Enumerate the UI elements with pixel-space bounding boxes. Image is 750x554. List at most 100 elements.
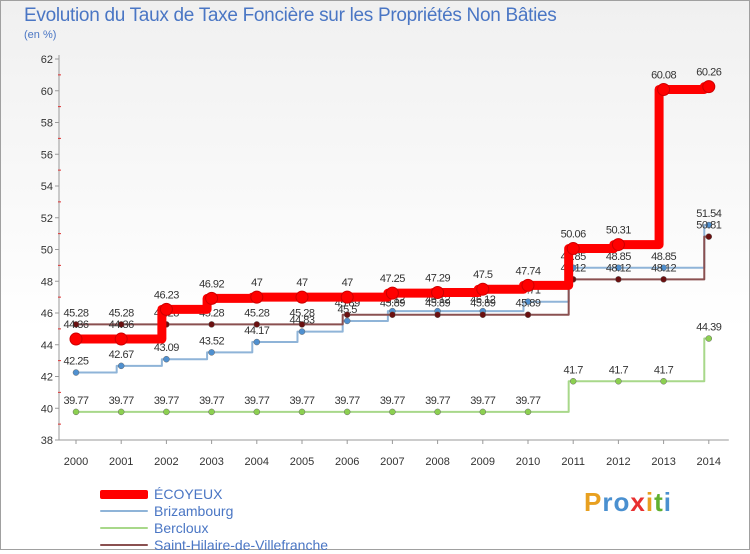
data-label-ecoyeux: 47 xyxy=(342,277,354,289)
data-point-brizambourg xyxy=(660,264,667,272)
data-label-saint-hilaire-de-villefranche: 45.89 xyxy=(470,298,495,310)
y-tick-label: 62 xyxy=(41,54,53,66)
x-tick-label: 2005 xyxy=(290,456,314,468)
data-point-ecoyeux xyxy=(521,278,535,292)
data-label-saint-hilaire-de-villefranche: 48.12 xyxy=(606,262,631,274)
x-tick-label: 2014 xyxy=(697,456,721,468)
legend-label-saint-hilaire: Saint-Hilaire-de-Villefranche xyxy=(154,537,329,553)
data-point-brizambourg xyxy=(705,221,713,229)
data-point-bercloux xyxy=(253,408,261,416)
data-label-bercloux: 39.77 xyxy=(515,395,540,407)
data-point-saint-hilaire-de-villefranche xyxy=(208,321,215,328)
data-point-brizambourg xyxy=(117,362,125,370)
logo-letter: r xyxy=(602,487,614,517)
y-tick-label: 44 xyxy=(41,340,53,352)
data-label-saint-hilaire-de-villefranche: 45.28 xyxy=(63,307,88,319)
legend-swatch-ecoyeux xyxy=(100,490,148,499)
data-label-bercloux: 39.77 xyxy=(425,395,450,407)
y-tick-label: 50 xyxy=(41,245,53,257)
data-point-ecoyeux xyxy=(611,238,625,252)
data-point-bercloux xyxy=(208,408,215,416)
y-tick-label: 42 xyxy=(41,372,53,384)
data-label-bercloux: 39.77 xyxy=(380,395,405,407)
data-label-brizambourg: 48.85 xyxy=(651,251,676,263)
data-point-saint-hilaire-de-villefranche xyxy=(389,311,396,318)
data-point-bercloux xyxy=(615,378,622,385)
data-point-brizambourg xyxy=(208,349,215,356)
data-label-bercloux: 39.77 xyxy=(63,395,88,407)
data-point-brizambourg xyxy=(524,298,532,305)
data-label-bercloux: 41.7 xyxy=(609,364,629,376)
y-tick-label: 58 xyxy=(41,118,53,130)
data-point-saint-hilaire-de-villefranche xyxy=(72,321,80,328)
x-tick-label: 2007 xyxy=(380,456,404,468)
legend-swatch-bercloux xyxy=(100,527,148,529)
data-label-ecoyeux: 47.5 xyxy=(473,269,493,281)
data-label-bercloux: 39.77 xyxy=(289,395,314,407)
data-label-bercloux: 39.77 xyxy=(470,395,495,407)
data-label-bercloux: 39.77 xyxy=(154,395,179,407)
data-point-bercloux xyxy=(569,378,577,385)
data-point-ecoyeux xyxy=(69,332,83,346)
y-tick-label: 54 xyxy=(41,181,53,193)
data-point-saint-hilaire-de-villefranche xyxy=(479,311,487,318)
data-label-ecoyeux: 47.29 xyxy=(425,273,450,285)
y-tick-label: 48 xyxy=(41,276,53,288)
x-tick-label: 2004 xyxy=(245,456,269,468)
x-tick-label: 2002 xyxy=(154,456,178,468)
data-label-ecoyeux: 44.36 xyxy=(63,319,88,331)
data-point-ecoyeux xyxy=(657,82,671,96)
data-point-bercloux xyxy=(705,335,713,342)
y-tick-label: 38 xyxy=(41,435,53,447)
data-label-bercloux: 41.7 xyxy=(654,364,674,376)
logo-letter: o xyxy=(613,487,631,517)
y-tick-label: 46 xyxy=(41,308,53,320)
data-label-brizambourg: 48.85 xyxy=(606,251,631,263)
data-label-brizambourg: 42.25 xyxy=(63,356,88,368)
x-tick-label: 2009 xyxy=(471,456,495,468)
data-point-ecoyeux xyxy=(476,282,490,296)
data-label-brizambourg: 43.52 xyxy=(199,335,224,347)
data-point-saint-hilaire-de-villefranche xyxy=(434,311,441,318)
data-label-bercloux: 39.77 xyxy=(109,395,134,407)
data-label-saint-hilaire-de-villefranche: 50.81 xyxy=(696,220,721,232)
legend-label-bercloux: Bercloux xyxy=(154,520,209,536)
data-point-brizambourg xyxy=(615,264,622,272)
data-point-ecoyeux xyxy=(114,332,128,346)
legend-swatch-brizambourg xyxy=(100,510,148,512)
data-point-bercloux xyxy=(524,408,532,416)
data-label-ecoyeux: 47 xyxy=(251,277,263,289)
data-label-ecoyeux: 50.06 xyxy=(561,229,586,241)
data-label-ecoyeux: 46.92 xyxy=(199,278,224,290)
data-label-bercloux: 44.39 xyxy=(696,322,721,334)
data-point-ecoyeux xyxy=(702,80,716,94)
data-label-bercloux: 39.77 xyxy=(244,395,269,407)
data-point-bercloux xyxy=(343,408,351,416)
data-point-saint-hilaire-de-villefranche xyxy=(705,233,713,240)
data-point-bercloux xyxy=(72,408,80,416)
chart-title: Evolution du Taux de Taxe Foncière sur l… xyxy=(24,5,557,26)
data-label-bercloux: 39.77 xyxy=(335,395,360,407)
x-tick-label: 2008 xyxy=(425,456,449,468)
data-point-saint-hilaire-de-villefranche xyxy=(615,276,622,283)
data-point-brizambourg xyxy=(253,338,261,346)
data-point-ecoyeux xyxy=(159,302,173,316)
data-label-bercloux: 39.77 xyxy=(199,395,224,407)
data-point-brizambourg xyxy=(163,355,170,363)
data-label-brizambourg: 45.5 xyxy=(337,304,357,316)
data-label-ecoyeux: 60.26 xyxy=(696,67,721,79)
data-point-bercloux xyxy=(434,408,441,416)
y-tick-label: 56 xyxy=(41,149,53,161)
data-point-bercloux xyxy=(298,408,306,416)
data-point-bercloux xyxy=(479,408,487,416)
x-tick-label: 2012 xyxy=(606,456,630,468)
legend-swatch-saint-hilaire xyxy=(100,544,148,546)
data-label-brizambourg: 46.12 xyxy=(470,294,495,306)
x-tick-label: 2003 xyxy=(199,456,223,468)
data-point-ecoyeux xyxy=(431,286,445,300)
data-label-brizambourg: 42.67 xyxy=(109,349,134,361)
data-label-ecoyeux: 47.74 xyxy=(515,265,540,277)
data-point-ecoyeux xyxy=(566,242,580,256)
